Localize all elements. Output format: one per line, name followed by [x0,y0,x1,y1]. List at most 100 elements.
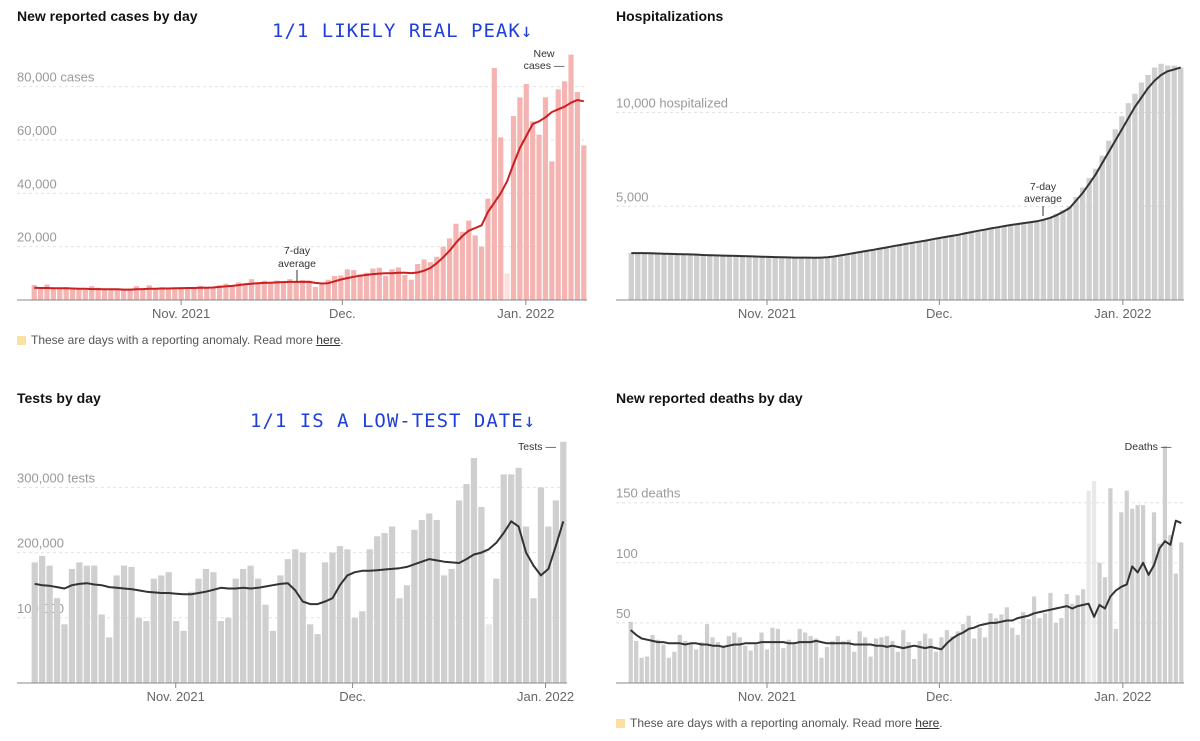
data-bar [153,288,159,300]
data-bar [545,526,552,683]
cases-anomaly-note: These are days with a reporting anomaly.… [17,333,344,347]
data-bar [485,198,491,300]
data-bar [830,640,835,683]
data-bar [31,285,37,300]
data-bar [944,630,950,683]
data-bar [1157,543,1162,683]
data-bar [159,287,165,300]
data-bar [896,245,903,300]
data-bar [389,269,395,300]
data-bar [261,280,267,300]
data-bar [1075,595,1080,683]
data-bar [968,232,975,300]
data-bar [909,242,916,300]
data-bar [710,637,715,683]
data-bar [683,640,688,683]
data-bar [890,640,895,683]
data-bar [217,621,224,683]
data-bar [841,640,846,683]
data-bar [331,276,338,300]
data-bar [329,552,336,683]
data-bar [433,519,440,683]
data-bar [574,92,581,300]
data-bar [555,89,561,300]
data-bar [753,644,759,683]
data-bar [383,275,389,300]
data-bar [961,624,966,683]
data-bar [300,280,306,300]
data-bar [178,286,184,300]
data-bar [1059,618,1064,683]
data-bar [805,257,811,300]
data-bar [955,234,961,300]
data-bar [530,598,537,683]
data-bar [478,246,485,300]
data-bar [981,229,988,300]
data-bar [928,638,933,683]
data-bar [674,254,680,300]
data-bar [491,68,497,300]
data-bar [89,286,95,300]
data-bar [225,617,232,683]
data-bar [798,257,805,300]
data-bar [835,636,840,683]
data-bar [786,639,791,683]
data-bar [831,256,837,300]
data-bar [883,247,890,300]
data-bar [929,239,935,300]
deaths-anomaly-link[interactable]: here [915,716,940,730]
data-bar [229,285,235,300]
data-bar [759,256,765,300]
data-bar [284,559,291,683]
data-bar [293,281,299,300]
x-tick-label: Nov. 2021 [738,689,796,704]
data-bar [306,280,312,300]
data-bar [733,256,739,300]
data-bar [1119,512,1124,683]
data-bar [1102,577,1108,683]
data-bar [478,506,485,683]
data-bar [338,275,344,300]
data-bar [158,575,165,683]
data-bar [568,54,574,300]
data-bar [857,631,862,683]
data-bar [57,287,63,300]
data-bar [770,627,775,683]
data-bar [1135,505,1140,683]
data-bar [975,230,981,300]
data-bar [906,642,911,683]
data-bar [299,552,306,683]
x-tick-label: Jan. 2022 [1094,689,1151,704]
data-bar [764,649,770,683]
data-bar [1081,589,1086,683]
data-bar [942,237,948,300]
data-bar [31,562,38,683]
average-label: average [1024,193,1062,205]
data-bar [396,598,403,683]
data-bar [128,566,135,683]
data-bar [1145,75,1151,300]
data-bar [395,267,402,300]
data-bar [336,546,344,683]
series-label: New [533,48,554,60]
data-bar [779,257,785,300]
data-bar [135,617,143,683]
data-bar [715,642,721,683]
data-bar [53,598,61,683]
data-bar [824,256,831,300]
x-tick-label: Nov. 2021 [738,306,796,321]
data-bar [140,289,146,300]
data-bar [846,639,851,683]
data-bar [972,638,977,683]
data-bar [280,281,287,300]
data-bar [216,285,223,300]
deaths-anomaly-end: . [939,716,943,730]
data-bar [351,270,357,300]
tests-chart-title: Tests by day [17,390,101,406]
cases-anomaly-link[interactable]: here [316,333,341,347]
data-bar [114,290,120,300]
data-bar [1064,594,1069,683]
data-bar [146,285,152,300]
data-bar [351,617,358,683]
